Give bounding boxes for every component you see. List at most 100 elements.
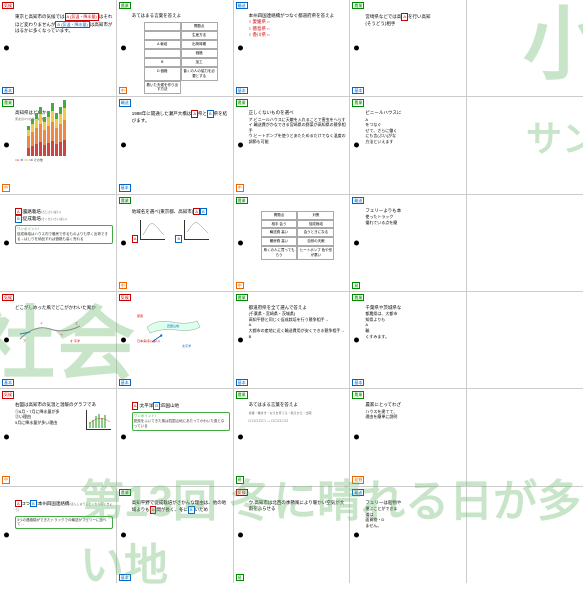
bullet-icon bbox=[121, 240, 126, 245]
difficulty-tag: 易 bbox=[236, 476, 244, 483]
card-content: どこがしめった風でどこがかわいた風かアイウエオ.平洋 bbox=[15, 305, 113, 347]
category-tag: 農業 bbox=[119, 197, 131, 204]
difficulty-tag: 基本 bbox=[352, 379, 364, 386]
card-content: 本州四国連絡橋がつなぐ都道府県を答えよ○ 愛媛県⇔○ 徳島県⇔○ 香川県⇔ bbox=[249, 13, 347, 38]
difficulty-tag: 中 bbox=[2, 184, 10, 191]
difficulty-tag: 基本 bbox=[236, 87, 248, 94]
flashcard bbox=[467, 195, 583, 291]
category-tag: 気候 bbox=[236, 489, 248, 496]
flashcard: 輸送フェリーは船物や運ぶことができま道は面貨物・Dません。 bbox=[350, 487, 466, 583]
svg-text:オ.平洋: オ.平洋 bbox=[70, 338, 80, 343]
bullet-icon bbox=[4, 240, 9, 245]
svg-text:イ: イ bbox=[40, 321, 43, 325]
category-tag: 輸送 bbox=[352, 197, 364, 204]
bullet-icon bbox=[238, 435, 243, 440]
svg-text:太平洋: 太平洋 bbox=[182, 343, 191, 348]
bullet-icon bbox=[121, 143, 126, 148]
bullet-icon bbox=[121, 435, 126, 440]
flashcard: 輸送易 フェリーよりも本使ったトラック優れている点を簡 bbox=[350, 195, 466, 291]
category-tag: 輸送 bbox=[352, 489, 364, 496]
category-tag: 気候 bbox=[2, 2, 14, 9]
bullet-icon bbox=[238, 240, 243, 245]
card-content: 1988年に開通した瀬戸大橋はA県とB県を結びます。 bbox=[132, 110, 230, 124]
card-content: 正しくないものを選べア.ビニールハウスに天敵を入れることで害虫をへらすイ.輸送費… bbox=[249, 110, 347, 144]
card-content: A:3つB:本州四国連絡橋(ほんしゅうしこくれんらくきょう)3つの連絡橋ができた… bbox=[15, 500, 113, 530]
category-tag: 農業 bbox=[352, 2, 364, 9]
bullet-icon bbox=[4, 532, 9, 537]
bullet-icon bbox=[238, 338, 243, 343]
difficulty-tag: 基本 bbox=[236, 379, 248, 386]
category-tag: 農業 bbox=[119, 2, 131, 9]
bullet-icon bbox=[4, 338, 9, 343]
bullet-icon bbox=[354, 240, 359, 245]
card-content: ウ.高知市は北西の季節風により暖かい空気が大雨をふらせる bbox=[249, 500, 347, 513]
flashcard: 農業中あてはまる言葉を答えよ問題点生産方法A 栽培出荷時期価格B加工D 価格普く… bbox=[117, 0, 233, 96]
category-tag: 輸送 bbox=[236, 2, 248, 9]
difficulty-tag: 中 bbox=[236, 282, 244, 289]
svg-text:四国山地: 四国山地 bbox=[167, 323, 179, 328]
category-tag: 気候 bbox=[119, 294, 131, 301]
flashcard: 農業基本都道府県を全て選んで答えよ(千葉県・宮崎県・茨城県)高知平野と同じく促成… bbox=[234, 292, 350, 388]
flashcard bbox=[467, 389, 583, 485]
flashcard: 輸送基本 本州四国連絡橋がつなぐ都道府県を答えよ○ 愛媛県⇔○ 徳島県⇔○ 香川県… bbox=[234, 0, 350, 96]
card-content: 農家にとってわざハウスを建てて、理由を簡単に説明 bbox=[365, 402, 463, 419]
flashcard: 農業基本宮崎県などでは高Aを行い高知(そうどう)相手 bbox=[350, 0, 466, 96]
category-tag: 農業 bbox=[236, 197, 248, 204]
category-tag: 農業 bbox=[236, 391, 248, 398]
difficulty-tag: 基本 bbox=[119, 574, 131, 581]
flashcard: 気候易 ウ.高知市は北西の季節風により暖かい空気が大雨をふらせる bbox=[234, 487, 350, 583]
card-content: 千葉県や茨城県な都農県は、大都市知県よりもA輸くすみます。 bbox=[365, 305, 463, 339]
bullet-icon bbox=[354, 46, 359, 51]
card-content: 地域名を選べ(東京都、高知市)ABAB bbox=[132, 208, 230, 243]
category-tag: 気候 bbox=[2, 391, 14, 398]
card-content: A:露路栽培(ろじさいばい)B:促成栽培(そくせいさいばい)ワンポイント!促成栽… bbox=[15, 208, 113, 244]
bullet-icon bbox=[238, 532, 243, 537]
card-content: 東京と高知市の気候ではA (気温・降水量)はそれほど変わりませんがB (気温・降… bbox=[15, 13, 113, 34]
flashcard bbox=[467, 97, 583, 193]
card-content: 夏風日本海(冬に多い)四国山地太平洋 bbox=[132, 305, 230, 354]
bullet-icon bbox=[4, 435, 9, 440]
flashcard: 農業中正しくないものを選べア.ビニールハウスに天敵を入れることで害虫をへらすイ.… bbox=[234, 97, 350, 193]
card-content: 高知県はどれか東北の4つの県の収穫量□A □B □C □D その他 bbox=[15, 110, 113, 162]
bullet-icon bbox=[354, 532, 359, 537]
bullet-icon bbox=[4, 143, 9, 148]
category-tag: 農業 bbox=[352, 294, 364, 301]
category-tag: 農業 bbox=[236, 99, 248, 106]
svg-text:ウ: ウ bbox=[60, 332, 63, 337]
category-tag: 気候 bbox=[2, 294, 14, 301]
category-tag: 輸送 bbox=[119, 99, 131, 106]
difficulty-tag: 中 bbox=[2, 476, 10, 483]
card-content: 宮崎県などでは高Aを行い高知(そうどう)相手 bbox=[365, 13, 463, 27]
bullet-icon bbox=[238, 46, 243, 51]
flashcard: 気候基本夏風日本海(冬に多い)四国山地太平洋 bbox=[117, 292, 233, 388]
card-content: 右図は高知市の気温と温暖のグラフであ①6月・7月に降水量が多②い理由9月に降水量… bbox=[15, 402, 113, 432]
flashcard: 農業中地域名を選べ(東京都、高知市)ABAB bbox=[117, 195, 233, 291]
card-content: フェリーよりも本使ったトラック優れている点を簡 bbox=[365, 208, 463, 225]
card-content: あてはまる言葉を答えよ収穫・種まき・なえを育てる・植えかえ・出荷□ □ □ □ … bbox=[249, 402, 347, 423]
flashcard bbox=[467, 292, 583, 388]
card-content: ビニールハウスにAをつなぐせて、さらに働くにも言(ぶい)がな方法といえます bbox=[365, 110, 463, 144]
difficulty-tag: 易 bbox=[236, 574, 244, 581]
svg-text:ア: ア bbox=[23, 338, 26, 343]
category-tag: 農業 bbox=[119, 489, 131, 496]
flashcard: 農業ビニールハウスにAをつなぐせて、さらに働くにも言(ぶい)がな方法といえます bbox=[350, 97, 466, 193]
flashcard: 輸送基本 1988年に開通した瀬戸大橋はA県とB県を結びます。 bbox=[117, 97, 233, 193]
bullet-icon bbox=[4, 46, 9, 51]
svg-text:エ: エ bbox=[75, 321, 78, 325]
flashcard: A:3つB:本州四国連絡橋(ほんしゅうしこくれんらくきょう)3つの連絡橋ができた… bbox=[0, 487, 116, 583]
difficulty-tag: 基本 bbox=[2, 379, 14, 386]
flashcard: 農業易 あてはまる言葉を答えよ収穫・種まき・なえを育てる・植えかえ・出荷□ □ □… bbox=[234, 389, 350, 485]
bullet-icon bbox=[121, 338, 126, 343]
flashcard: A:太平洋B:四国山地ワンポイント!夏風をふいてきた風は四国山地にあたってかわい… bbox=[117, 389, 233, 485]
difficulty-tag: 易 bbox=[352, 282, 360, 289]
bullet-icon bbox=[354, 435, 359, 440]
flashcard: 農業中高知県はどれか東北の4つの県の収穫量□A □B □C □D その他 bbox=[0, 97, 116, 193]
flashcard: 農業中問題点対策相手 会う促成栽培輸送費 高い会うときになる暖房費 高い自然の天… bbox=[234, 195, 350, 291]
card-content: 都道府県を全て選んで答えよ(千葉県・宮崎県・茨城県)高知平野と同じく促成栽培を行… bbox=[249, 305, 347, 339]
difficulty-tag: 基本 bbox=[119, 184, 131, 191]
flashcard: 気候基本どこがしめった風でどこがかわいた風かアイウエオ.平洋 bbox=[0, 292, 116, 388]
difficulty-tag: 基本 bbox=[119, 379, 131, 386]
bullet-icon bbox=[121, 532, 126, 537]
card-content: 高知平野で促成栽培がさかんな理由は、他の地域よりもA間が長く、冬にBいため bbox=[132, 500, 230, 514]
bullet-icon bbox=[238, 143, 243, 148]
